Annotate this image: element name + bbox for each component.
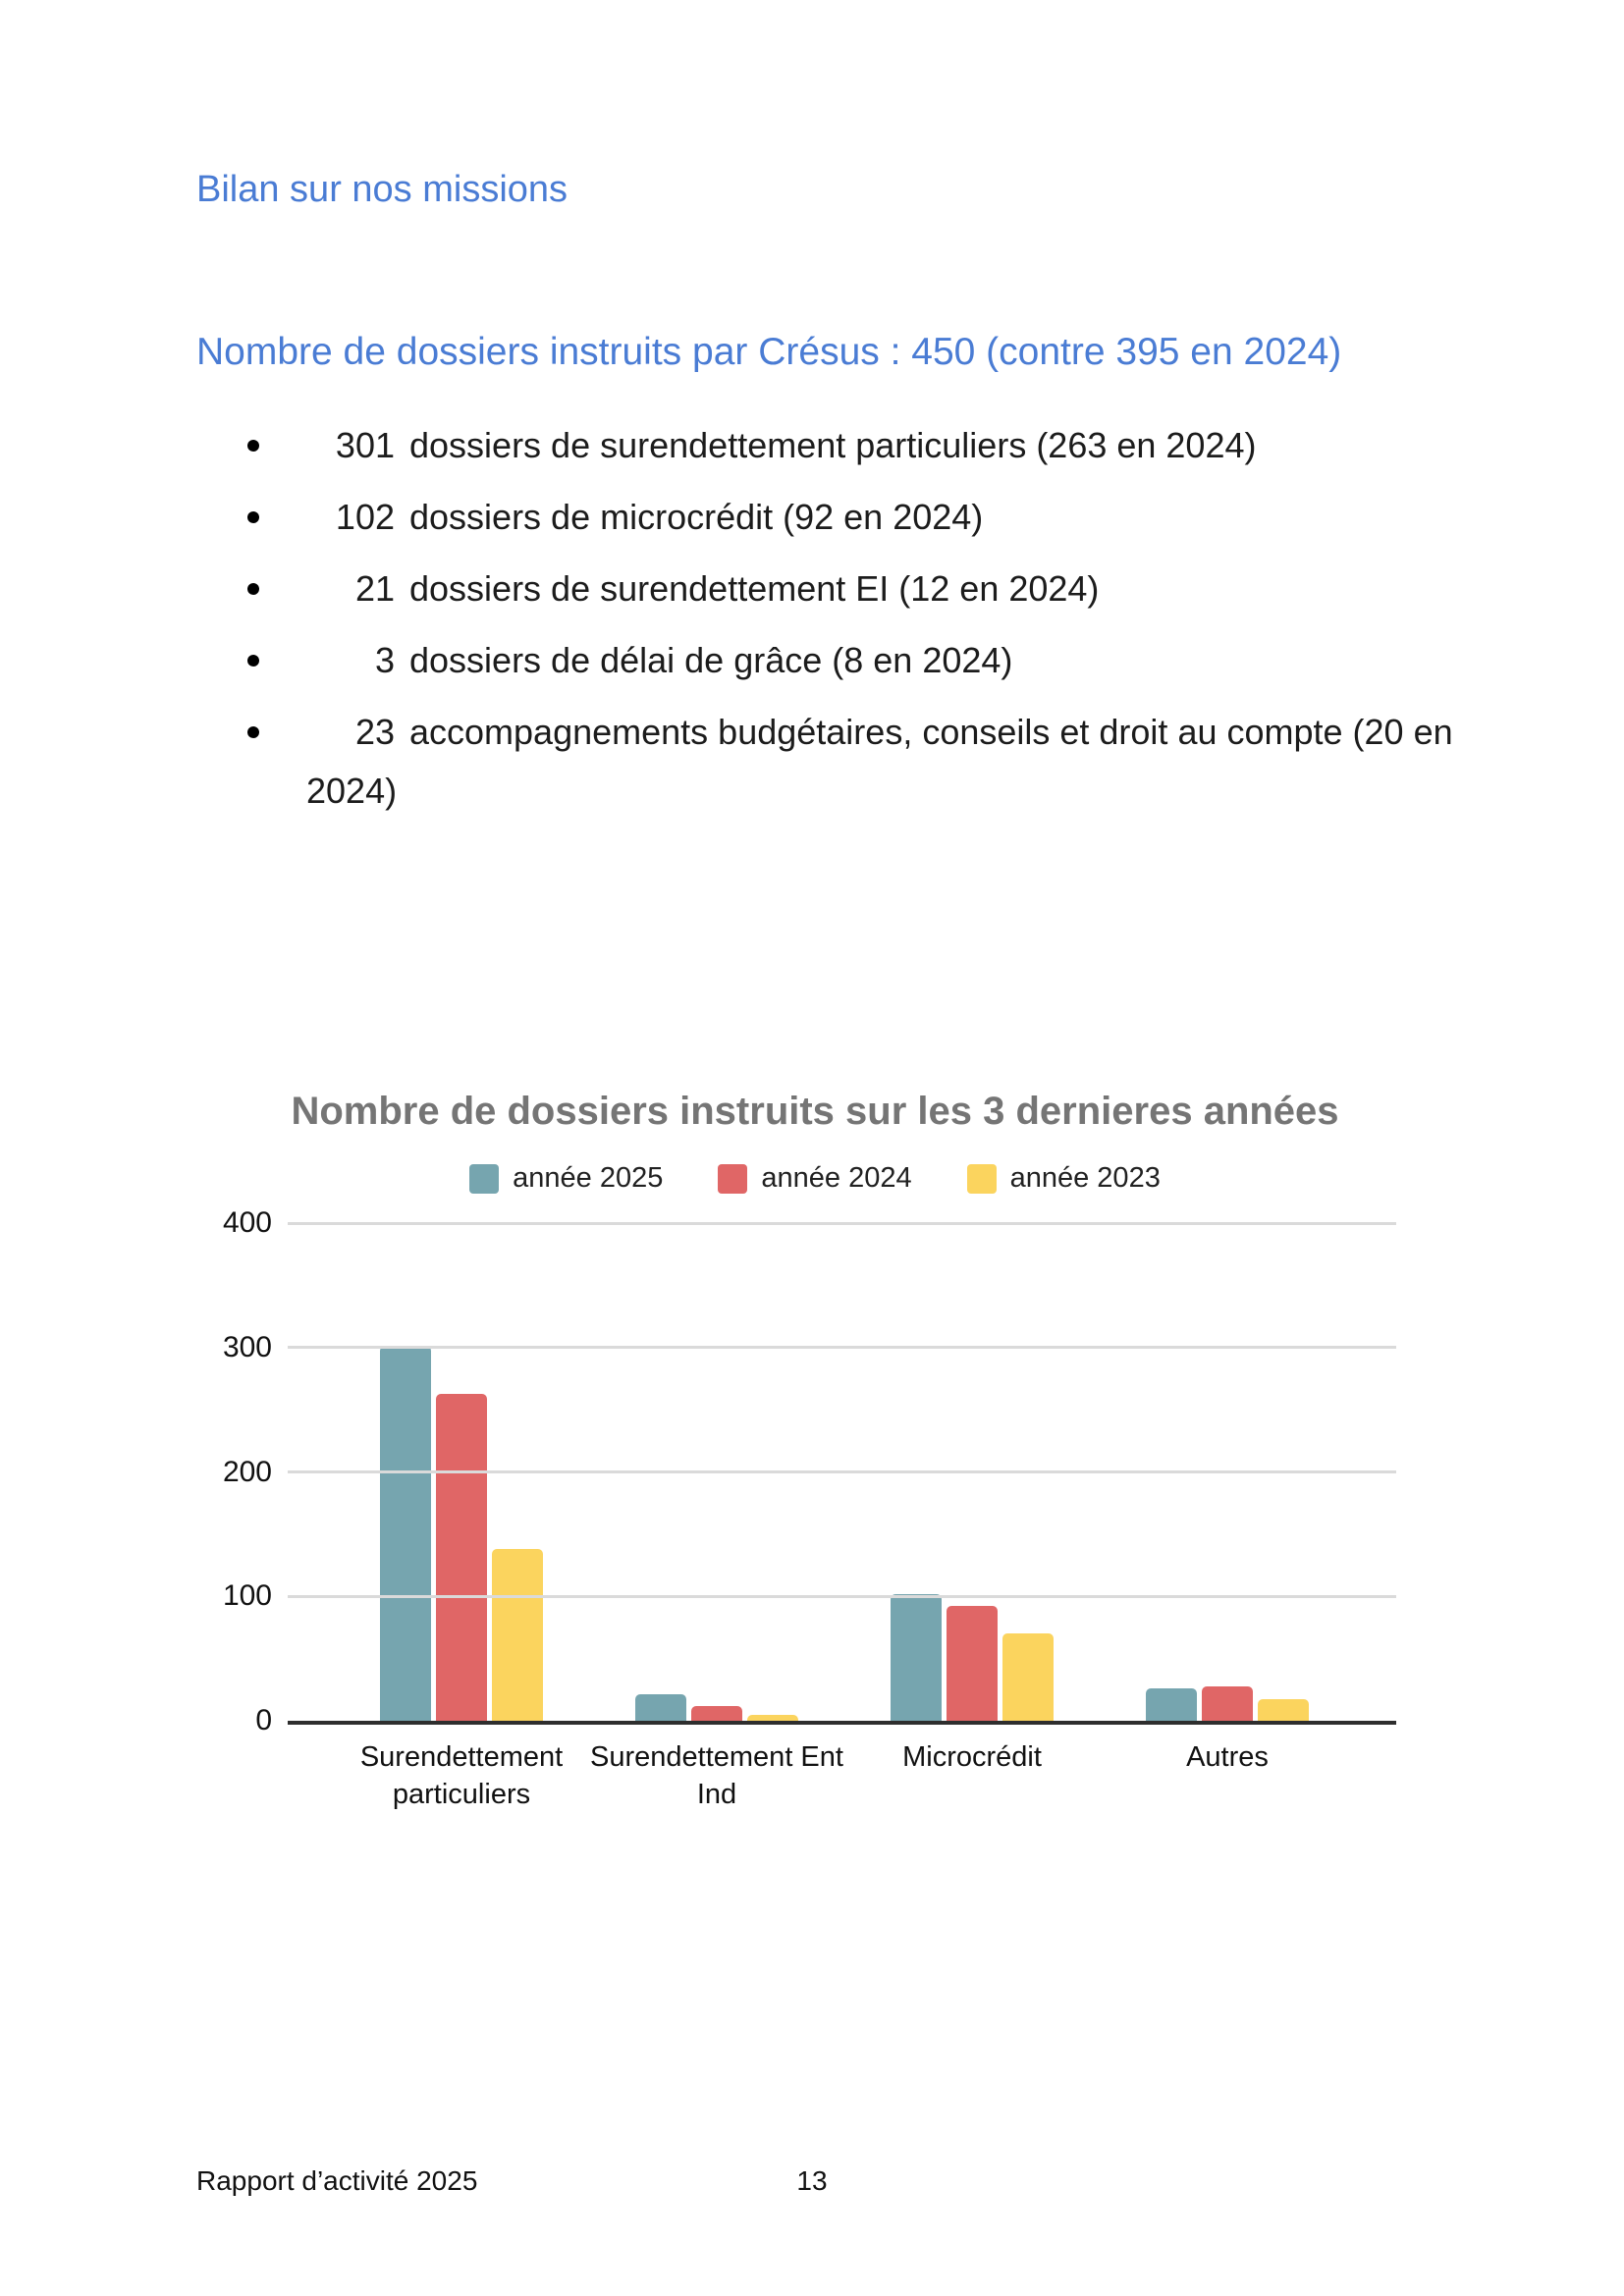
bullet-list: 301 dossiers de surendettement particulie… (196, 416, 1487, 833)
y-axis-tick-400: 400 (222, 1206, 272, 1239)
bar-surendettement-particuliers-annee-2025 (380, 1346, 431, 1721)
bar-microcredit-annee-2024 (947, 1606, 998, 1721)
footer-document-title: Rapport d’activité 2025 (196, 2165, 478, 2196)
x-axis-label-surendettement-particuliers: Surendettement particuliers (334, 1738, 589, 1813)
bar-autres-annee-2025 (1146, 1688, 1197, 1721)
y-axis-tick-0: 0 (255, 1704, 272, 1736)
bar-group-surendettement-ent-ind (589, 1223, 844, 1721)
legend-swatch-annee-2025 (469, 1163, 500, 1194)
x-axis-labels: Surendettement particuliers Surendettement… (334, 1738, 1355, 1813)
bar-microcredit-annee-2023 (1002, 1633, 1054, 1721)
legend-item-annee-2025: année 2025 (469, 1162, 663, 1195)
bar-surendettement-ent-ind-annee-2025 (635, 1694, 686, 1721)
x-axis-label-line: Microcrédit (902, 1741, 1042, 1773)
bar-autres-annee-2024 (1202, 1685, 1253, 1721)
bullet-text: dossiers de surendettement particuliers … (409, 425, 1257, 465)
chart-title: Nombre de dossiers instruits sur les 3 d… (291, 1090, 1339, 1133)
page-subheading: Nombre de dossiers instruits par Crésus … (196, 331, 1342, 373)
x-axis-label-autres: Autres (1100, 1738, 1355, 1813)
x-axis-label-line: Surendettement Ent (590, 1741, 843, 1773)
bar-surendettement-ent-ind-annee-2023 (747, 1714, 798, 1721)
x-axis-label-microcredit: Microcrédit (844, 1738, 1100, 1813)
bar-group-surendettement-particuliers (334, 1223, 589, 1721)
page-footer: Rapport d’activité 2025 13 (0, 2165, 1624, 2205)
legend-swatch-annee-2023 (966, 1163, 997, 1194)
legend-label-annee-2024: année 2024 (761, 1162, 912, 1194)
bar-autres-annee-2023 (1258, 1699, 1309, 1721)
y-axis-tick-100: 100 (222, 1579, 272, 1613)
plot-area: 0 100 200 300 400 (223, 1206, 1396, 1736)
bar-chart: Nombre de dossiers instruits sur les 3 d… (223, 1084, 1404, 1859)
legend-swatch-annee-2024 (718, 1163, 748, 1194)
legend-item-annee-2023: année 2023 (966, 1162, 1161, 1195)
legend-label-annee-2023: année 2023 (1009, 1162, 1161, 1194)
bullet-number: 102 (335, 497, 395, 537)
bar-surendettement-particuliers-annee-2023 (492, 1549, 543, 1721)
gridline-100 (288, 1594, 1396, 1598)
y-axis-tick-200: 200 (222, 1455, 272, 1488)
bullet-number: 3 (374, 640, 395, 680)
x-axis-label-line: particuliers (392, 1779, 531, 1810)
list-item: 21 dossiers de surendettement EI (12 en 2… (196, 560, 1487, 618)
x-axis-label-line: Autres (1186, 1741, 1269, 1773)
list-item: 102 dossiers de microcrédit (92 en 2024) (196, 488, 1487, 547)
bullet-text: dossiers de microcrédit (92 en 2024) (409, 497, 984, 537)
legend-label-annee-2025: année 2025 (513, 1162, 664, 1194)
bullet-number: 21 (354, 568, 395, 609)
list-item: 301 dossiers de surendettement particulie… (196, 416, 1487, 475)
bullet-number: 23 (354, 712, 395, 752)
bar-group-microcredit (844, 1223, 1100, 1721)
x-axis-label-surendettement-ent-ind: Surendettement Ent Ind (589, 1738, 844, 1813)
bullet-number: 301 (335, 425, 395, 465)
x-axis-label-line: Ind (696, 1779, 737, 1810)
gridline-200 (288, 1470, 1396, 1473)
footer-page-number: 13 (796, 2165, 828, 2196)
bar-surendettement-ent-ind-annee-2024 (691, 1705, 742, 1721)
section-heading: Bilan sur nos missions (196, 169, 568, 210)
list-item: 3 dossiers de délai de grâce (8 en 2024) (196, 631, 1487, 690)
bullet-text: dossiers de surendettement EI (12 en 202… (409, 568, 1100, 609)
gridline-400 (288, 1221, 1396, 1225)
bar-surendettement-particuliers-annee-2024 (436, 1393, 487, 1721)
x-axis-label-line: Surendettement (359, 1741, 564, 1773)
list-item: 23 accompagnements budgétaires, conseils … (196, 703, 1487, 821)
bullet-text: dossiers de délai de grâce (8 en 2024) (409, 640, 1013, 680)
bar-groups (334, 1223, 1355, 1721)
bar-group-autres (1100, 1223, 1355, 1721)
gridline-300 (288, 1346, 1396, 1350)
legend-item-annee-2024: année 2024 (718, 1162, 912, 1195)
chart-legend: année 2025 année 2024 année 2023 (226, 1162, 1404, 1195)
bar-microcredit-annee-2025 (891, 1593, 942, 1721)
y-axis-tick-300: 300 (222, 1330, 272, 1363)
bullet-text: accompagnements budgétaires, conseils et… (306, 712, 1453, 811)
